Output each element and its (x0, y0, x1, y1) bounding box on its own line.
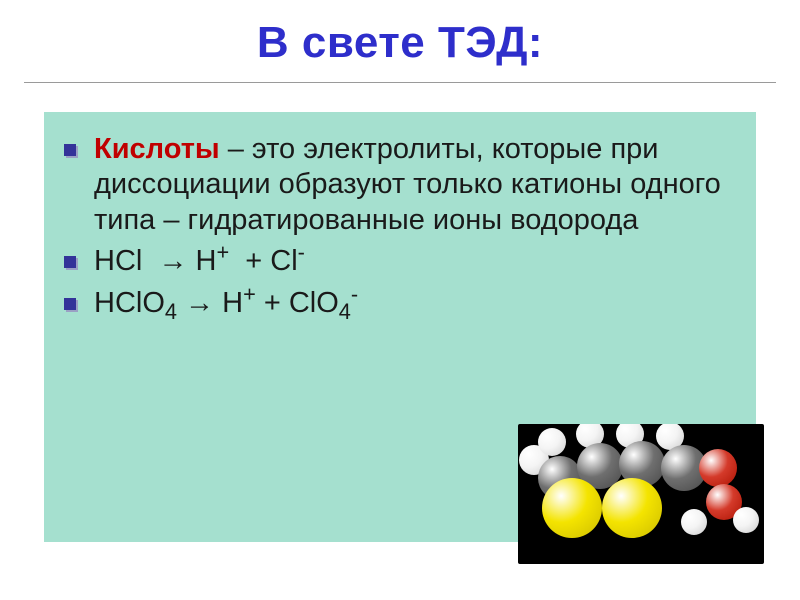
atom (733, 507, 759, 533)
list-item: HClO4 → H+ + ClO4- (94, 286, 734, 321)
atom (602, 478, 662, 538)
list-item: HCl → H+ + Cl- (94, 244, 734, 279)
slide-title: В свете ТЭД: (0, 0, 800, 72)
term-label: Кислоты (94, 133, 220, 165)
list-item: Кислоты – это электролиты, которые при д… (94, 132, 734, 238)
atom (542, 478, 602, 538)
bullet-list: Кислоты – это электролиты, которые при д… (94, 132, 734, 321)
atom (699, 449, 737, 487)
slide: В свете ТЭД: Кислоты – это электролиты, … (0, 0, 800, 600)
title-divider (24, 82, 776, 83)
equation-text: HClO4 → H+ + ClO4- (94, 287, 358, 319)
molecule-image (518, 424, 764, 564)
atom (538, 428, 566, 456)
equation-text: HCl → H+ + Cl- (94, 245, 305, 277)
atom (681, 509, 707, 535)
